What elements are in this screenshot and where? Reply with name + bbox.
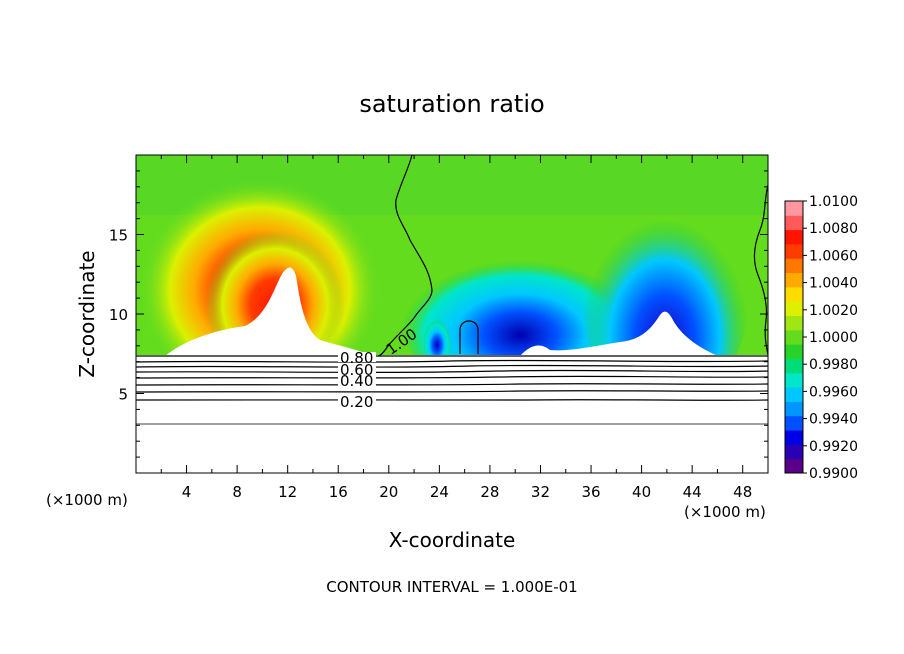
contour-level-7 xyxy=(135,390,769,393)
x-tick-label: 16 xyxy=(329,483,348,501)
colorbar-swatch xyxy=(785,272,803,288)
colorbar-swatch xyxy=(785,201,803,216)
label-mask-060 xyxy=(338,364,376,374)
contour-1-00-right xyxy=(753,184,769,356)
colorbar-label: 1.0020 xyxy=(809,303,858,319)
contour-1-00-left xyxy=(377,154,433,357)
contour-label-040: 0.40 xyxy=(340,372,373,390)
label-mask-080 xyxy=(338,352,376,362)
x-tick-label: 48 xyxy=(733,483,752,501)
contour-label-020: 0.20 xyxy=(340,393,373,411)
x-tick-label: 36 xyxy=(581,483,600,501)
colorbar-swatch xyxy=(785,215,803,231)
contour-lines xyxy=(135,154,769,425)
x-unit-note-right: (×1000 m) xyxy=(684,503,766,521)
colorbar-label: 0.9920 xyxy=(809,439,858,455)
x-axis: 4 8 12 16 20 24 28 32 36 40 44 48 xyxy=(160,155,752,501)
colorbar-swatch xyxy=(785,458,803,474)
y-tick-label: 15 xyxy=(109,227,128,245)
colorbar-swatch xyxy=(785,286,803,302)
colorbar-swatch xyxy=(785,444,803,460)
colorbar-swatch xyxy=(785,387,803,402)
y-tick-label: 5 xyxy=(118,386,128,404)
lower-region xyxy=(136,355,768,473)
contour-level-8 xyxy=(135,399,769,401)
colorbar-swatch xyxy=(785,372,803,388)
colorbar: 1.0100 1.0080 1.0060 1.0040 1.0020 1.0000 0.99… xyxy=(784,194,858,482)
contour-level-9 xyxy=(135,423,769,425)
x-tick-label: 20 xyxy=(379,483,398,501)
cloud-void-left xyxy=(165,267,372,356)
colorbar-swatch xyxy=(785,401,803,417)
colorbar-label: 0.9980 xyxy=(809,357,858,373)
chart-title: saturation ratio xyxy=(359,90,544,118)
colorbar-swatch xyxy=(785,430,803,445)
cloud-void-right xyxy=(520,311,718,356)
x-tick-label: 8 xyxy=(232,483,242,501)
x-unit-note-left: (×1000 m) xyxy=(46,491,128,509)
colorbar-label: 1.0000 xyxy=(809,330,858,346)
contour-label-060: 0.60 xyxy=(340,361,373,379)
contour-label-080: 0.80 xyxy=(340,349,373,367)
y-tick-label: 10 xyxy=(109,306,128,324)
colorbar-swatch xyxy=(785,229,803,245)
colorbar-swatch xyxy=(785,329,803,345)
contour-level-6 xyxy=(135,383,769,386)
contour-level-3 xyxy=(135,364,769,368)
contour-level-4 xyxy=(135,369,769,373)
label-mask-040 xyxy=(338,376,376,386)
colorbar-swatch xyxy=(785,258,803,274)
x-tick-label: 12 xyxy=(278,483,297,501)
colorbar-label: 0.9940 xyxy=(809,412,858,428)
x-tick-label: 32 xyxy=(531,483,550,501)
contour-level-2 xyxy=(135,359,769,363)
x-tick-label: 24 xyxy=(430,483,449,501)
x-axis-title: X-coordinate xyxy=(389,528,516,552)
colorbar-swatch xyxy=(785,243,803,259)
colorbar-label: 1.0060 xyxy=(809,248,858,264)
colorbar-label: 1.0100 xyxy=(809,194,858,210)
colorbar-label: 0.9960 xyxy=(809,384,858,400)
colorbar-swatch xyxy=(785,315,803,331)
x-tick-label: 40 xyxy=(632,483,651,501)
cold-anomaly-small xyxy=(423,315,451,365)
label-mask-020 xyxy=(338,395,376,407)
colorbar-swatch xyxy=(785,301,803,317)
colorbar-label: 1.0040 xyxy=(809,276,858,292)
colorbar-swatch xyxy=(785,344,803,359)
colorbar-label: 0.9900 xyxy=(809,466,858,482)
colorbar-label: 1.0080 xyxy=(809,221,858,237)
heatmap-field xyxy=(136,155,768,473)
contour-1-00-bubble xyxy=(459,320,479,354)
x-tick-label: 44 xyxy=(683,483,702,501)
contour-interval-footer: CONTOUR INTERVAL = 1.000E-01 xyxy=(326,578,577,596)
y-axis-title: Z-coordinate xyxy=(75,250,99,377)
contour-level-5 xyxy=(135,375,769,379)
x-tick-label: 28 xyxy=(480,483,499,501)
colorbar-swatch xyxy=(785,415,803,431)
y-axis: 5 10 15 xyxy=(109,170,768,458)
x-tick-label: 4 xyxy=(182,483,192,501)
colorbar-swatch xyxy=(785,358,803,374)
